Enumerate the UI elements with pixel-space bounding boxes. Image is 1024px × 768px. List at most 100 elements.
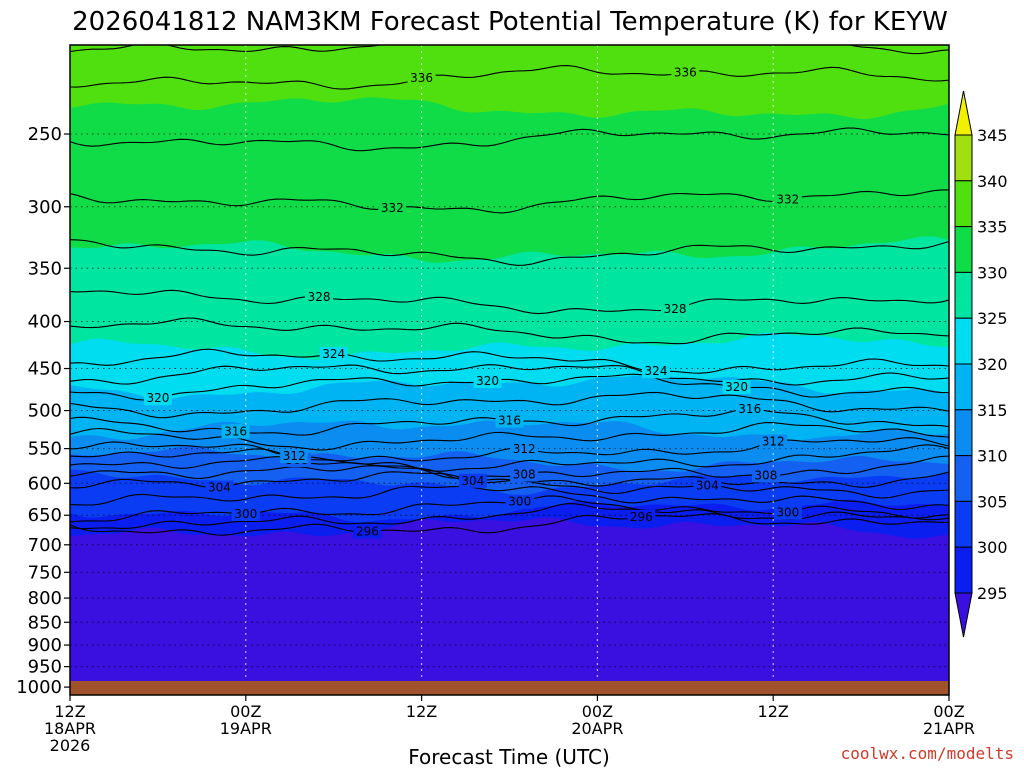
colorbar-segment [954,546,973,594]
fill-bands [70,45,949,695]
colorbar-label-295: 295 [977,584,1008,603]
contour-326 [70,317,949,345]
colorbar-label-325: 325 [977,309,1008,328]
colorbar-segment [954,500,973,548]
colorbar-segment [954,363,973,411]
contour-label-bg [773,192,802,207]
contour-332 [70,189,949,214]
contour-328 [70,289,949,315]
y-tick-label-250: 250 [28,124,62,145]
contour-label-320: 320 [725,380,748,394]
contour-label-296: 296 [630,510,653,524]
contour-label-bg [143,391,172,406]
colorbar-segment [954,226,973,273]
contour-label-308: 308 [513,468,536,482]
contour-label-304: 304 [461,474,484,488]
contour-label-304: 304 [208,481,231,495]
y-tick-label-950: 950 [28,657,62,678]
y-tick-label-800: 800 [28,588,62,609]
contour-label-bg [458,473,487,488]
contour-label-bg [378,200,407,215]
contour-310 [70,444,949,472]
contour-302 [70,485,949,511]
contour-label-328: 328 [308,290,331,304]
colorbar-label-315: 315 [977,401,1008,420]
contour-label-316: 316 [224,424,247,438]
y-tick-label-600: 600 [28,473,62,494]
contour-label-bg [205,480,234,495]
contour-label-312: 312 [513,442,536,456]
x-tick-label-24: 12Z [406,702,437,721]
colorbar-label-300: 300 [977,538,1008,557]
x-tick-label-36: 00Z 20APR [571,702,623,738]
contour-label-332: 332 [381,201,404,215]
contour-label-336: 336 [410,71,433,85]
y-tick-label-900: 900 [28,635,62,656]
contour-label-316: 316 [738,402,761,416]
colorbar-segment [954,455,973,502]
contour-label-312: 312 [762,434,785,448]
y-tick-label-400: 400 [28,312,62,333]
contour-330 [70,239,949,266]
x-tick-label-0: 12Z 18APR 2026 [44,702,96,755]
contour-label-316: 316 [498,414,521,428]
y-tick-label-850: 850 [28,612,62,633]
contour-label-bg [353,524,382,539]
y-tick-label-700: 700 [28,535,62,556]
contour-label-bg [773,505,802,520]
contour-label-bg [319,346,348,361]
contour-324 [70,348,949,374]
contour-338 [70,45,949,55]
contour-label-bg [505,494,534,509]
contour-label-bg [642,364,670,379]
contour-label-bg [693,478,722,493]
x-axis-label: Forecast Time (UTC) [408,745,610,768]
contour-label-bg [735,402,764,417]
contour-336 [70,65,949,90]
contour-label-bg [510,467,539,482]
colorbar: 345 340 335 330 325 320 315 310 305 300 295 [954,90,1008,638]
y-tick-label-750: 750 [28,562,62,583]
plot-frame [69,44,950,696]
contour-label-bg [671,65,700,80]
contour-labels: 2962963003003003043043043083083083123123… [143,65,802,539]
y-tick-label-1000: 1000 [16,677,62,698]
contour-label-300: 300 [234,507,257,521]
contour-314 [70,422,949,451]
ground-surface [70,681,949,695]
colorbar-label-345: 345 [977,126,1008,145]
contour-label-328: 328 [664,302,687,316]
contour-label-304: 304 [696,478,719,492]
colorbar-segment [954,317,973,365]
colorbar-label-340: 340 [977,172,1008,191]
y-tick-label-500: 500 [28,401,62,422]
contour-label-bg [280,449,309,464]
contour-322 [70,364,949,386]
y-tick-label-650: 650 [28,505,62,526]
contour-308 [70,455,949,479]
contour-label-320: 320 [146,391,169,405]
contour-label-bg [627,509,656,524]
contour-298 [70,503,949,530]
contour-label-bg [221,424,250,439]
colorbar-segment [954,134,973,182]
contour-label-bg [473,374,502,389]
contour-label-bg [495,413,524,428]
colorbar-label-305: 305 [977,492,1008,511]
y-tick-label-350: 350 [28,258,62,279]
contour-label-bg [751,468,780,483]
contour-296 [70,513,949,536]
contour-label-320: 320 [476,374,499,388]
x-tick-label-60: 00Z 21APR [923,702,975,738]
colorbar-label-320: 320 [977,355,1008,374]
contour-320 [70,373,949,401]
colorbar-segment [954,271,973,319]
colorbar-segment [954,180,973,228]
x-tick-label-12: 00Z 19APR [220,702,272,738]
contour-label-300: 300 [776,506,799,520]
contour-label-bg [661,302,690,317]
colorbar-segment [954,409,973,457]
contour-label-336: 336 [674,65,697,79]
contour-label-bg [759,434,788,449]
